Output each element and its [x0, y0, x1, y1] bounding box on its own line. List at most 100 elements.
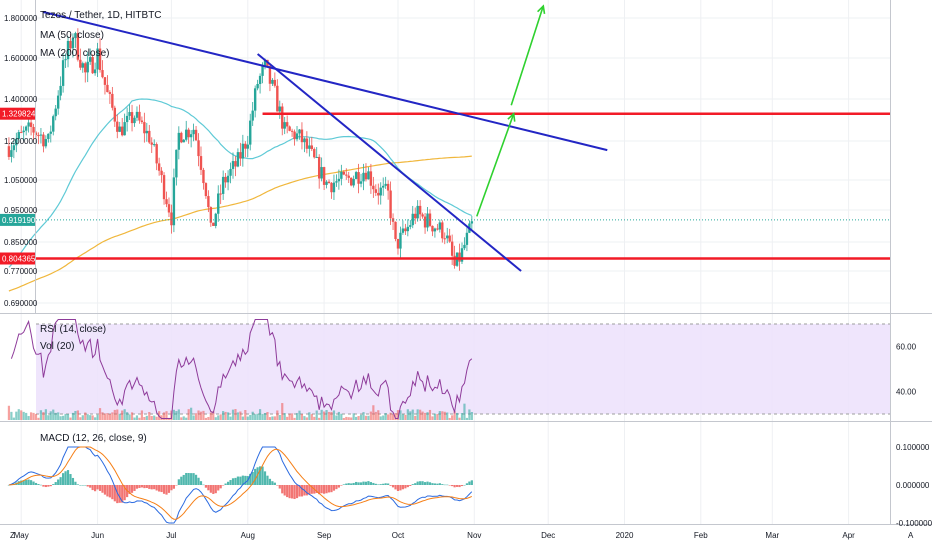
macd-histogram-bar-81: [207, 485, 210, 491]
volume-bar-57: [148, 412, 151, 420]
level-badge-1-bg: [0, 252, 35, 265]
macd-histogram-bar-136: [342, 484, 345, 485]
candle-body-116: [293, 131, 296, 140]
candle-body-10: [32, 126, 35, 133]
macd-histogram-bar-36: [96, 485, 99, 490]
candle-body-80: [204, 183, 208, 197]
volume-bar-76: [194, 413, 198, 420]
macd-histogram-bar-148: [372, 482, 375, 485]
rsi-tick-label-0: 60.00: [896, 343, 917, 352]
volume-bar-11: [34, 414, 38, 420]
candle-body-18: [52, 116, 55, 132]
candle-body-19: [54, 108, 57, 117]
chart-grid: [20, 0, 890, 524]
macd-histogram-bar-96: [244, 475, 247, 485]
macd-histogram-bar-108: [273, 482, 276, 485]
volume-bar-0: [7, 405, 11, 420]
macd-histogram-bar-33: [89, 485, 92, 488]
candle-body-100: [253, 88, 257, 111]
candle-body-21: [59, 85, 62, 96]
macd-histogram-bar-53: [138, 485, 141, 488]
macd-histogram-bar-112: [283, 485, 286, 496]
macd-legend[interactable]: MACD (12, 26, close, 9): [40, 433, 147, 444]
rsi-legend[interactable]: RSI (14, close): [40, 324, 106, 335]
candle-body-3: [15, 138, 18, 146]
volume-bar-161: [404, 414, 407, 420]
candle-body-32: [86, 61, 89, 73]
volume-bar-59: [153, 415, 156, 420]
volume-bar-58: [150, 416, 153, 420]
macd-histogram-bar-52: [135, 485, 139, 489]
candle-body-125: [315, 156, 318, 158]
candle-body-44: [116, 121, 119, 132]
macd-histogram-bar-80: [204, 485, 208, 488]
volume-bar-36: [96, 414, 99, 420]
candle-body-137: [345, 174, 348, 176]
candle-body-164: [411, 213, 414, 226]
trendline-0: [43, 11, 608, 152]
candle-body-173: [433, 228, 437, 232]
candle-body-69: [177, 132, 181, 150]
macd-histogram-bar-70: [180, 476, 183, 485]
macd-signal-polyline: [8, 446, 473, 520]
macd-histogram-bar-9: [29, 480, 33, 485]
macd-histogram-bar-64: [165, 485, 168, 495]
volume-bar-18: [52, 409, 55, 420]
volume-bar-116: [293, 417, 296, 420]
level-badge-0-label: 1.329824: [2, 110, 36, 119]
volume-bar-30: [81, 415, 84, 420]
candle-body-119: [300, 129, 304, 143]
volume-bar-121: [305, 417, 308, 420]
volume-bar-124: [313, 416, 316, 420]
volume-bar-3: [15, 411, 18, 420]
volume-bar-168: [421, 411, 424, 420]
volume-bar-82: [209, 412, 212, 420]
projection-arrow-head-0: [507, 112, 516, 122]
auto-scale-corner-label[interactable]: A: [908, 531, 914, 540]
timezone-corner-label[interactable]: Z: [10, 531, 15, 540]
macd-histogram-bar-55: [143, 485, 146, 489]
macd-histogram-bar-15: [44, 485, 47, 488]
macd-histogram-bar-47: [123, 485, 126, 501]
macd-histogram-bar-46: [121, 485, 124, 503]
drawing-tools[interactable]: [36, 4, 890, 272]
ma50-legend[interactable]: MA (50, close): [40, 30, 104, 41]
macd-histogram-bar-155: [389, 485, 392, 486]
macd-histogram-bar-128: [323, 485, 326, 494]
projection-arrow-line-1: [510, 5, 545, 106]
candle-body-0: [7, 146, 11, 157]
macd-histogram-bar-39: [103, 485, 107, 495]
volume-bar-79: [202, 410, 205, 420]
candle-body-141: [354, 172, 358, 179]
macd-histogram-bar-167: [419, 481, 422, 485]
volume-bar-125: [315, 410, 318, 420]
macd-histogram-bar-65: [167, 485, 171, 493]
macd-histogram-bar-180: [451, 485, 454, 487]
candle-body-101: [256, 84, 259, 89]
projection-arrow-head-1: [537, 4, 546, 15]
macd-histogram-bar-100: [254, 468, 257, 485]
symbol-title[interactable]: Tezos / Tether, 1D, HITBTC: [40, 10, 162, 21]
volume-bar-136: [342, 417, 345, 420]
macd-histogram-bar-118: [298, 485, 301, 497]
vol-legend[interactable]: Vol (20): [40, 341, 74, 352]
macd-histogram-bar-11: [34, 482, 38, 485]
macd-histogram-bar-132: [332, 485, 336, 491]
macd-histogram-bar-165: [414, 483, 417, 485]
ma200-legend[interactable]: MA (200, close): [40, 48, 109, 59]
volume-bar-188: [470, 412, 473, 420]
volume-bar-87: [222, 411, 225, 420]
volume-bar-12: [37, 417, 40, 420]
time-tick-label-2: Jul: [166, 531, 176, 540]
macd-histogram-bar-31: [84, 485, 87, 486]
candle-body-172: [431, 225, 434, 232]
macd-histogram-bar-5: [20, 480, 23, 485]
candle-body-30: [81, 63, 84, 68]
volume-bar-174: [436, 414, 439, 420]
candle-body-123: [310, 145, 313, 150]
volume-bar-8: [27, 416, 30, 420]
volume-bar-88: [224, 411, 227, 420]
macd-histogram-bar-78: [199, 481, 203, 485]
candle-body-130: [327, 181, 331, 184]
